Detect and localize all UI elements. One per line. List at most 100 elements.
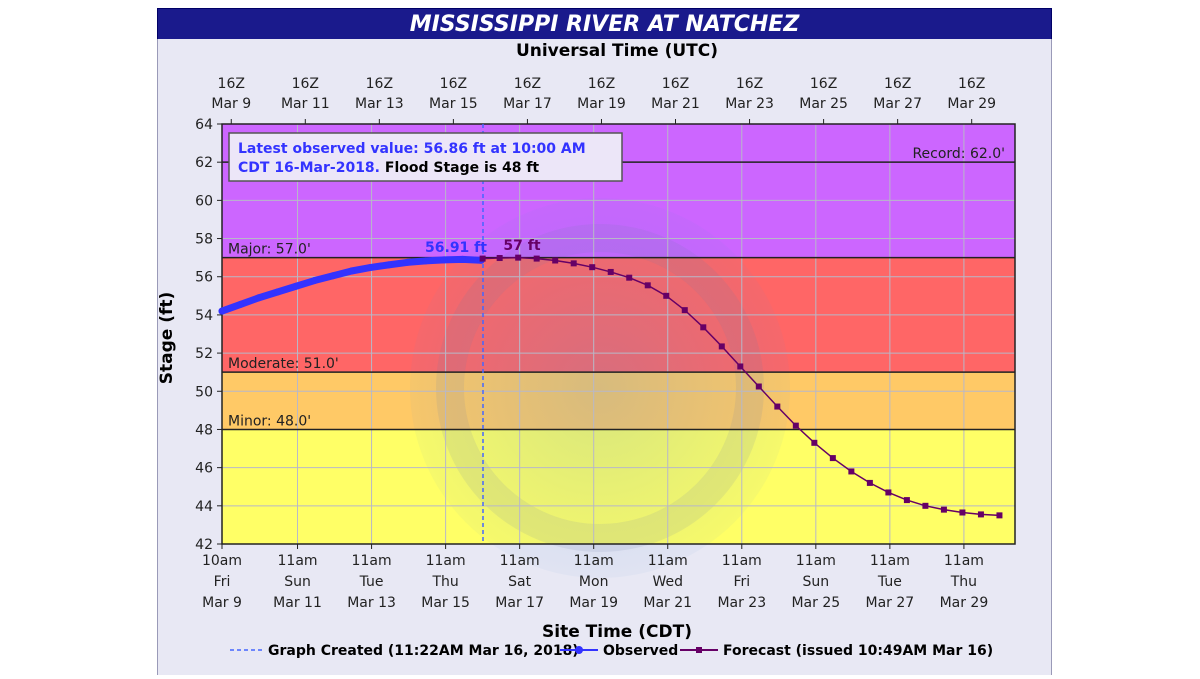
bottom-tick-label: Mar 21 <box>643 595 692 611</box>
forecast-peak-label: 57 ft <box>503 238 540 254</box>
forecast-point <box>977 511 984 518</box>
top-tick-label: 16Z <box>514 76 541 92</box>
bottom-tick-label: 11am <box>796 553 836 569</box>
plot-border <box>221 123 1016 545</box>
top-tick-label: Mar 15 <box>429 96 478 112</box>
y-tick-label: 54 <box>195 308 213 324</box>
observed-point <box>255 294 263 302</box>
y-tick-label: 52 <box>195 346 213 362</box>
noaa-watermark-ring <box>436 224 764 552</box>
y-tick-label: 64 <box>195 117 213 133</box>
legend-forecast-label: Forecast (issued 10:49AM Mar 16) <box>723 643 993 659</box>
top-tick-label: 16Z <box>292 76 319 92</box>
bottom-tick-label: Sun <box>803 574 830 590</box>
info-box-line1: Latest observed value: 56.86 ft at 10:00… <box>238 141 586 157</box>
observed-point <box>237 300 245 308</box>
bottom-tick-label: Mar 23 <box>717 595 766 611</box>
bottom-tick-label: Mar 29 <box>940 595 989 611</box>
y-tick-label: 60 <box>195 193 213 209</box>
forecast-point <box>663 292 670 299</box>
top-tick-label: 16Z <box>736 76 763 92</box>
bottom-tick-label: Tue <box>359 574 384 590</box>
forecast-point <box>940 506 947 513</box>
top-tick-label: 16Z <box>810 76 837 92</box>
bottom-tick-label: Sun <box>284 574 311 590</box>
observed-point <box>385 261 393 269</box>
top-tick-label: Mar 29 <box>947 96 996 112</box>
bottom-tick-label: Mar 19 <box>569 595 618 611</box>
bottom-tick-label: Thu <box>950 574 977 590</box>
y-tick-label: 44 <box>195 499 213 515</box>
bottom-tick-label: 11am <box>870 553 910 569</box>
forecast-point <box>774 403 781 410</box>
observed-point <box>292 282 300 290</box>
bottom-tick-label: 11am <box>574 553 614 569</box>
bottom-tick-label: Mon <box>579 574 609 590</box>
forecast-point <box>626 274 633 281</box>
y-tick-label: 56 <box>195 270 213 286</box>
observed-point <box>274 288 282 296</box>
top-tick-label: 16Z <box>440 76 467 92</box>
top-tick-label: Mar 27 <box>873 96 922 112</box>
top-tick-label: Mar 19 <box>577 96 626 112</box>
top-tick-label: 16Z <box>218 76 245 92</box>
bottom-tick-label: Fri <box>733 574 750 590</box>
top-tick-label: Mar 11 <box>281 96 330 112</box>
legend-forecast-marker <box>696 647 702 653</box>
forecast-point <box>496 255 503 262</box>
forecast-point <box>533 255 540 262</box>
legend-observed-label: Observed <box>603 643 678 659</box>
threshold-label: Minor: 48.0' <box>228 413 311 429</box>
bottom-tick-label: Mar 9 <box>202 595 242 611</box>
forecast-point <box>903 497 910 504</box>
bottom-tick-label: Mar 13 <box>347 595 396 611</box>
observed-point <box>440 256 448 264</box>
legend-created-label: Graph Created (11:22AM Mar 16, 2018) <box>268 643 579 659</box>
bottom-tick-label: Tue <box>877 574 902 590</box>
y-tick-label: 42 <box>195 537 213 553</box>
threshold-label: Major: 57.0' <box>228 242 311 258</box>
info-box-flood-stage: Flood Stage is 48 ft <box>380 160 539 176</box>
forecast-point <box>515 254 522 261</box>
bottom-tick-label: 11am <box>722 553 762 569</box>
observed-point <box>329 272 337 280</box>
top-tick-label: 16Z <box>884 76 911 92</box>
bottom-tick-label: 11am <box>944 553 984 569</box>
observed-point <box>348 267 356 275</box>
forecast-point <box>811 439 818 446</box>
forecast-point <box>829 455 836 462</box>
forecast-point <box>866 479 873 486</box>
x-axis-title: Site Time (CDT) <box>542 622 692 642</box>
forecast-point <box>700 324 707 331</box>
bottom-tick-label: 11am <box>352 553 392 569</box>
forecast-point <box>755 383 762 390</box>
forecast-point <box>922 502 929 509</box>
chart-title: MISSISSIPPI RIVER AT NATCHEZ <box>157 8 1052 40</box>
forecast-point <box>848 468 855 475</box>
forecast-point <box>644 282 651 289</box>
observed-point <box>218 307 226 315</box>
y-tick-label: 58 <box>195 232 213 248</box>
bottom-tick-label: 11am <box>500 553 540 569</box>
forecast-point <box>681 307 688 314</box>
bottom-tick-label: Mar 11 <box>273 595 322 611</box>
top-tick-label: Mar 21 <box>651 96 700 112</box>
forecast-point <box>885 489 892 496</box>
info-box-date: CDT 16-Mar-2018. <box>238 160 380 176</box>
info-box <box>228 132 623 182</box>
noaa-watermark-icon <box>410 198 790 578</box>
info-box-line2: CDT 16-Mar-2018. Flood Stage is 48 ft <box>238 160 539 176</box>
forecast-point <box>792 422 799 429</box>
observed-point <box>422 257 430 265</box>
bottom-tick-label: Wed <box>652 574 683 590</box>
forecast-point <box>552 257 559 264</box>
y-tick-label: 48 <box>195 422 213 438</box>
top-tick-label: 16Z <box>588 76 615 92</box>
observed-point <box>366 264 374 272</box>
forecast-point <box>737 363 744 370</box>
bottom-tick-label: 10am <box>202 553 242 569</box>
top-tick-label: 16Z <box>366 76 393 92</box>
threshold-label: Moderate: 51.0' <box>228 356 339 372</box>
forecast-point <box>479 255 486 262</box>
